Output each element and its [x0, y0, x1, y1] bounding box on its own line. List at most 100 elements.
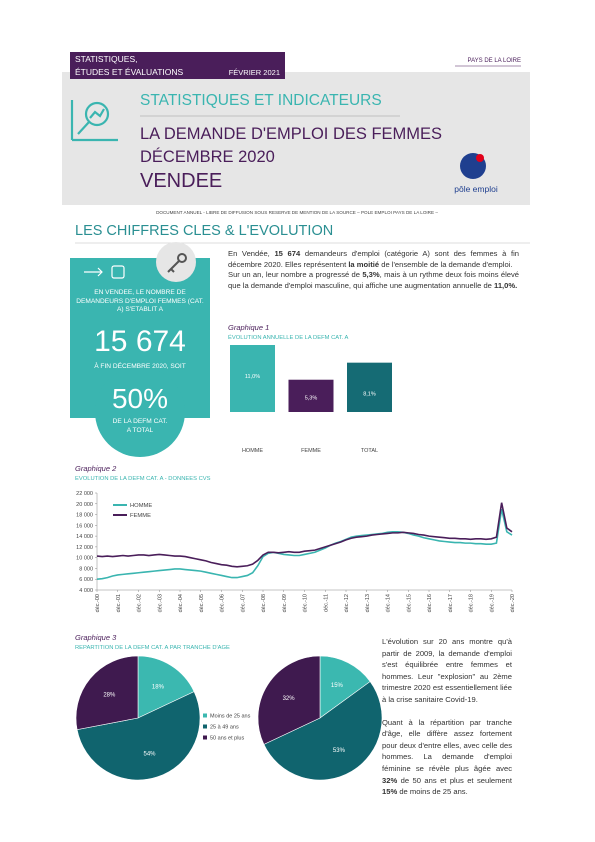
legend-label: 50 ans et plus [210, 736, 244, 742]
text-run: En Vendée, [228, 249, 275, 258]
y-tick-label: 8 000 [79, 566, 93, 572]
chart-title: Graphique 3 [75, 633, 117, 642]
pie-value-label: 32% [283, 696, 296, 702]
pie-value-label: 18% [152, 685, 165, 691]
bold-text: 32% [382, 775, 398, 785]
chart-title: Graphique 1 [228, 323, 269, 332]
x-tick-label: déc.-02 [137, 594, 143, 612]
pie-slice [319, 655, 371, 719]
legend-label: Moins de 25 ans [210, 714, 251, 720]
logo-dot [476, 154, 484, 162]
line-series [96, 502, 513, 568]
doc-title: DÉCEMBRE 2020 [140, 147, 275, 166]
chart-title: Graphique 2 [75, 464, 117, 473]
x-tick-label: déc.-18 [469, 594, 475, 612]
legend-swatch [203, 724, 207, 729]
bar [230, 345, 275, 412]
text-run: L'évolution sur 20 ans montre qu'à parti… [382, 637, 512, 704]
text-run: de moins de 25 ans. [397, 787, 468, 797]
paragraph: En Vendée, 15 674 demandeurs d'emploi (c… [228, 249, 519, 270]
bold-text: 5,3% [362, 270, 380, 280]
x-tick-label: déc.-07 [240, 594, 246, 612]
bold-text: la moitié [348, 259, 380, 269]
text-run: Sur un an, leur nombre a progressé de [228, 270, 363, 280]
x-tick-label: déc.-14 [386, 594, 392, 612]
text-run: , mais à un rythme deux fois moins élevé… [228, 270, 520, 290]
y-tick-label: 14 000 [76, 534, 93, 540]
key-count: 15 674 [94, 325, 186, 358]
header-band [62, 72, 530, 205]
sidebar-bulge [95, 367, 185, 457]
text-run: de 50 ans et plus et seulement [397, 775, 512, 785]
x-tick-label: déc.-13 [365, 594, 371, 612]
bar-category-label: FEMME [301, 448, 321, 454]
header-region: PAYS DE LA LOIRE [468, 58, 521, 64]
bar-value-label: 11,0% [245, 374, 260, 380]
pie-value-label: 54% [143, 751, 156, 757]
x-tick-label: déc.-20 [510, 594, 516, 612]
paragraph: L'évolution sur 20 ans montre qu'à parti… [382, 636, 512, 706]
header-tag [70, 52, 285, 79]
line-series [96, 508, 513, 581]
y-tick-label: 12 000 [76, 545, 93, 551]
pie-slice [137, 655, 195, 719]
bar [347, 362, 392, 412]
doc-title: LA DEMANDE D'EMPLOI DES FEMMES [140, 125, 442, 143]
bold-text: 15 674 [274, 249, 301, 258]
section-title: LES CHIFFRES CLES & L'EVOLUTION [75, 223, 333, 239]
x-tick-label: déc.-11 [323, 594, 329, 612]
x-tick-label: déc.-03 [157, 594, 163, 612]
stats-icon [70, 100, 118, 142]
x-tick-label: déc.-15 [406, 594, 412, 612]
key-icon [167, 253, 187, 273]
y-tick-label: 4 000 [79, 588, 93, 594]
doc-title: VENDEE [140, 170, 222, 192]
legend-label: 25 à 49 ans [210, 725, 239, 731]
x-tick-label: déc.-10 [303, 594, 309, 612]
y-tick-label: 20 000 [76, 502, 93, 508]
bar-category-label: TOTAL [361, 448, 378, 454]
y-tick-label: 16 000 [76, 523, 93, 529]
y-tick-label: 22 000 [76, 491, 93, 497]
pie-slice [76, 691, 201, 781]
bold-text: 15% [382, 787, 398, 797]
series-title: STATISTIQUES ET INDICATEURS [140, 92, 382, 109]
bold-text: 11,0%. [494, 280, 518, 290]
key-count-note: À FIN DÉCEMBRE 2020, SOIT [94, 363, 186, 370]
paragraph: Sur un an, leur nombre a progressé de 5,… [228, 270, 519, 291]
pie-value-label: 53% [333, 748, 346, 754]
x-tick-label: déc.-16 [427, 594, 433, 612]
bar-category-label: HOMME [242, 448, 263, 454]
x-tick-label: déc.-04 [178, 594, 184, 612]
x-tick-label: déc.-09 [282, 594, 288, 612]
pie-slice [257, 655, 321, 745]
x-tick-label: déc.-00 [95, 594, 101, 612]
bar-value-label: 8,1% [363, 392, 376, 398]
analysis-text: L'évolution sur 20 ans montre qu'à parti… [382, 636, 512, 798]
header-tag-line: STATISTIQUES, [75, 54, 138, 64]
y-tick-label: 18 000 [76, 513, 93, 519]
pie-value-label: 28% [103, 692, 116, 698]
key-badge [156, 242, 196, 282]
x-tick-label: déc.-12 [344, 594, 350, 612]
share-icons [84, 265, 125, 279]
text-run: demandeurs d'emploi (catégorie A) sont d… [228, 249, 519, 269]
legend-swatch [203, 713, 207, 718]
paragraph: Quant à la répartition par tranche d'âge… [382, 717, 512, 798]
x-tick-label: déc.-05 [199, 594, 205, 612]
text-run: Quant à la répartition par tranche d'âge… [382, 717, 512, 773]
bar [288, 379, 334, 412]
key-share: 50% [111, 383, 169, 414]
x-tick-label: déc.-06 [220, 594, 226, 612]
x-tick-label: déc.-19 [489, 594, 495, 612]
legend-label: FEMME [130, 513, 151, 519]
legend-label: HOMME [130, 503, 152, 509]
pie-slice [75, 655, 139, 730]
header-date: FÉVRIER 2021 [229, 68, 280, 77]
key-share-note: DE LA DEFM CAT. A TOTAL [112, 418, 168, 434]
chart-subtitle: EVOLUTION DE LA DEFM CAT. A - DONNEES CV… [75, 476, 211, 482]
pie-value-label: 15% [331, 683, 344, 689]
intro-text: En Vendée, 15 674 demandeurs d'emploi (c… [228, 249, 519, 291]
key-intro: EN VENDEE, LE NOMBRE DE DEMANDEURS D'EMP… [76, 289, 204, 313]
